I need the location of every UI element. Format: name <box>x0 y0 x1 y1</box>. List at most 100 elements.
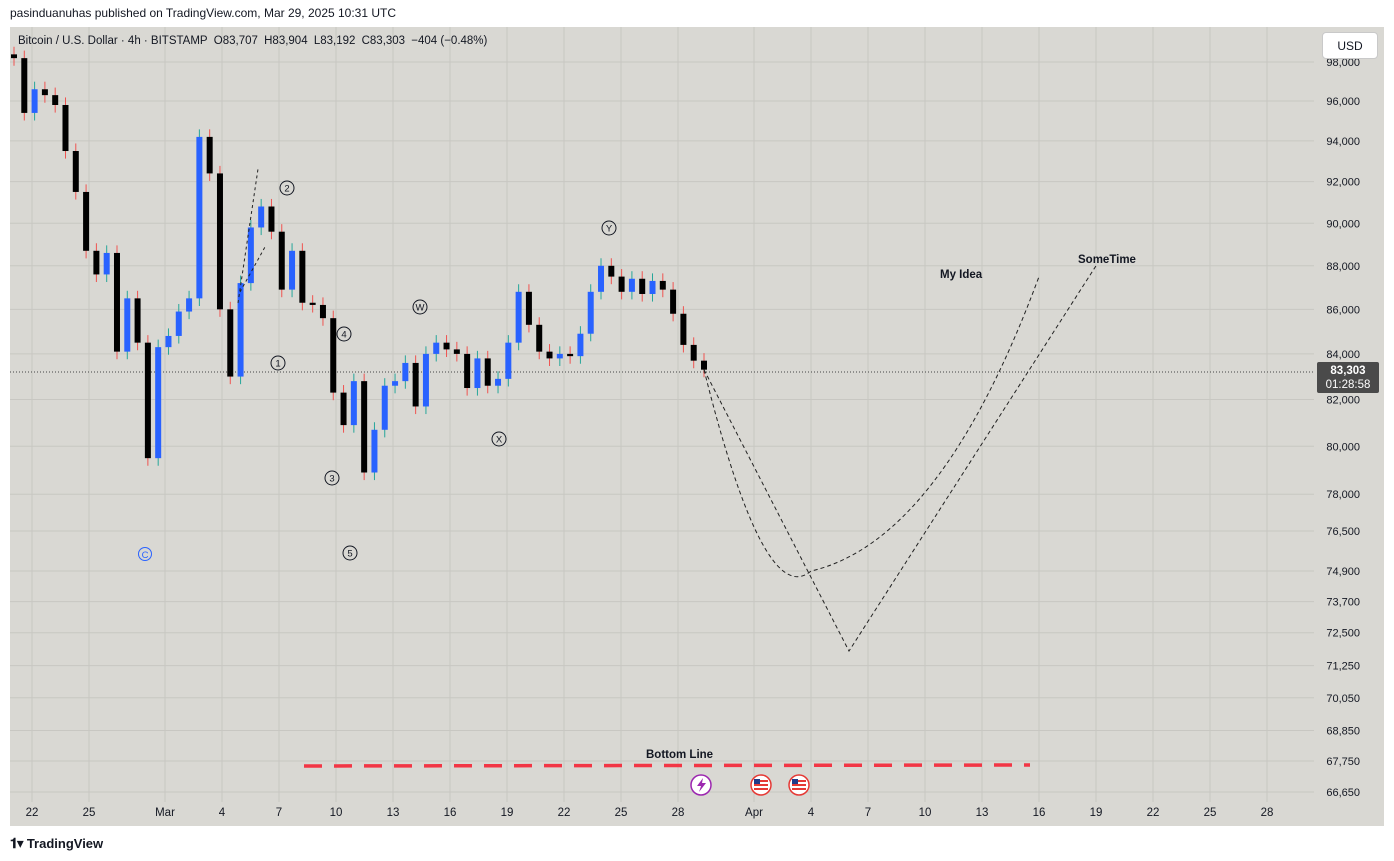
x-tick-label: 19 <box>501 807 514 819</box>
wave-label-text: W <box>416 303 425 314</box>
candle <box>567 346 574 364</box>
wave-label-text: Y <box>606 224 613 235</box>
candle-body <box>237 283 244 377</box>
candle <box>505 335 512 387</box>
candle <box>289 243 296 298</box>
candle <box>701 353 707 378</box>
y-tick-label: 90,000 <box>1326 218 1360 230</box>
open-value: O83,707 <box>213 35 258 47</box>
candle <box>484 350 491 394</box>
us-flag-event-icon[interactable] <box>788 774 810 796</box>
candle <box>690 337 697 369</box>
candle <box>206 129 213 182</box>
candle-body <box>350 381 357 426</box>
y-tick-label: 66,650 <box>1326 787 1360 799</box>
candle <box>546 344 553 367</box>
wave-labels: 1 2 3 4 5 W X Y <box>270 180 617 561</box>
x-tick-label: 16 <box>1033 807 1046 819</box>
candle-body <box>505 342 512 379</box>
y-tick-label: 67,750 <box>1326 756 1360 768</box>
price-chart[interactable]: 98,000 96,000 94,000 92,000 90,000 88,000 86,0… <box>10 27 1384 826</box>
y-tick-label: 71,250 <box>1326 661 1360 673</box>
last-price-value: 83,303 <box>1330 365 1366 377</box>
candle-body <box>639 278 646 294</box>
candle <box>412 355 419 415</box>
candle <box>31 81 38 121</box>
candle <box>216 165 223 317</box>
y-tick-label: 76,500 <box>1326 526 1360 538</box>
candle <box>618 269 625 300</box>
x-tick-label: 22 <box>558 807 571 819</box>
candle <box>309 295 316 313</box>
us-flag-event-icon[interactable] <box>750 774 772 796</box>
y-tick-label: 73,700 <box>1326 597 1360 609</box>
high-value: H83,904 <box>264 35 308 47</box>
candle <box>649 273 656 302</box>
wave-label: 2 <box>279 180 295 196</box>
currency-button[interactable]: USD <box>1322 32 1378 59</box>
chart-area[interactable]: 98,000 96,000 94,000 92,000 90,000 88,000 86,0… <box>10 27 1384 826</box>
y-tick-label: 84,000 <box>1326 349 1360 361</box>
last-price-tag: 83,303 01:28:58 <box>1317 362 1379 393</box>
candle-body <box>144 342 151 459</box>
candle <box>536 317 543 360</box>
candle <box>361 373 368 481</box>
candle <box>495 371 502 394</box>
candle <box>330 310 337 401</box>
x-tick-label: 16 <box>444 807 457 819</box>
candle-body <box>196 136 203 299</box>
y-tick-label: 92,000 <box>1326 177 1360 189</box>
candle-body <box>278 231 285 290</box>
y-tick-label: 68,850 <box>1326 726 1360 738</box>
candle-body <box>392 381 399 386</box>
candle-body <box>103 252 110 275</box>
candle-body <box>155 347 162 459</box>
y-tick-label: 88,000 <box>1326 261 1360 273</box>
candle-body <box>52 95 59 105</box>
candle-body <box>340 392 347 426</box>
candle <box>41 81 48 103</box>
candles <box>11 46 707 481</box>
y-tick-label: 82,000 <box>1326 395 1360 407</box>
candle-body <box>587 291 594 334</box>
candle-body <box>670 289 677 314</box>
footer-brand[interactable]: 𝟏▾ TradingView <box>10 835 103 852</box>
candle-body <box>330 318 337 393</box>
candle <box>340 385 347 433</box>
candle-body <box>474 358 481 389</box>
candle <box>577 326 584 364</box>
bottom-line-label: Bottom Line <box>646 749 713 761</box>
c-wave-text: C <box>142 550 149 561</box>
candle-body <box>289 250 296 290</box>
candle-body <box>690 344 697 361</box>
candle <box>464 346 471 396</box>
x-tick-label: Apr <box>745 807 763 819</box>
candle-body <box>227 309 234 377</box>
low-value: L83,192 <box>313 35 356 47</box>
sometime-label: SomeTime <box>1078 254 1136 266</box>
candle <box>350 373 357 433</box>
y-tick-label: 86,000 <box>1326 304 1360 316</box>
y-tick-label: 80,000 <box>1326 441 1360 453</box>
candle-body <box>206 136 213 174</box>
candle-body <box>361 381 368 473</box>
lightning-event-icon[interactable] <box>690 774 712 796</box>
candle <box>299 243 306 311</box>
candle-body <box>680 313 687 345</box>
candle <box>525 284 532 333</box>
candle <box>227 301 234 385</box>
candle-body <box>464 353 471 389</box>
y-axis-ticks: 98,000 96,000 94,000 92,000 90,000 88,000 86,0… <box>1326 57 1360 799</box>
candle <box>196 129 203 306</box>
candle-body <box>701 360 707 370</box>
candle <box>587 284 594 342</box>
candle <box>237 275 244 385</box>
y-tick-label: 96,000 <box>1326 96 1360 108</box>
bottom-line <box>303 763 1031 768</box>
candle <box>186 290 193 320</box>
wave-label-text: 1 <box>275 359 280 370</box>
candle <box>113 245 120 360</box>
candle-body <box>93 250 100 275</box>
x-tick-label: 10 <box>919 807 932 819</box>
candle-body <box>433 342 440 354</box>
